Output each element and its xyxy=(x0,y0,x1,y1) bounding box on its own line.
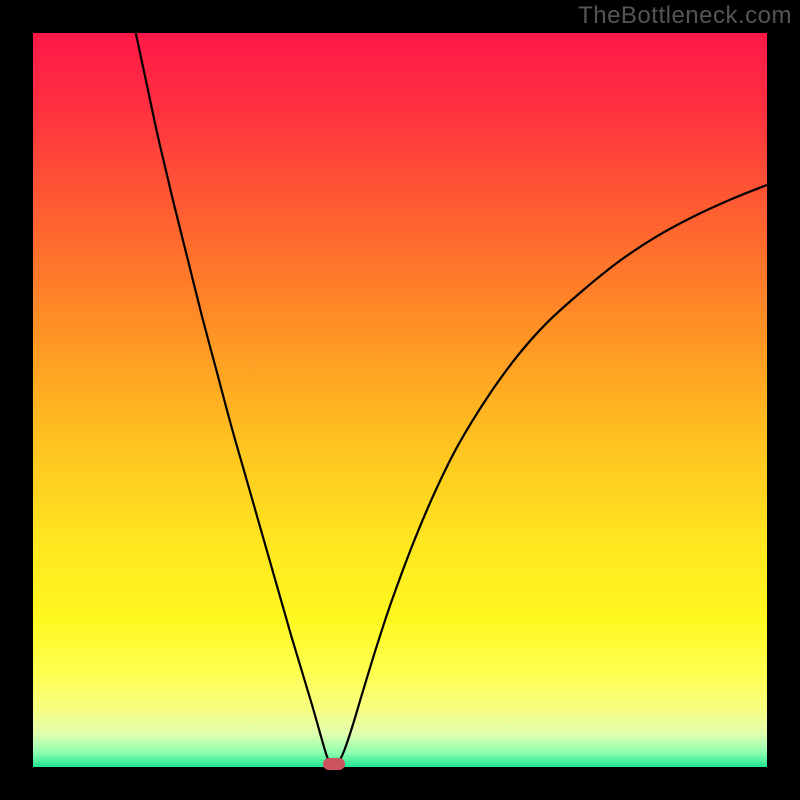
optimum-marker xyxy=(323,758,345,770)
plot-area xyxy=(33,33,767,767)
chart-frame: TheBottleneck.com xyxy=(0,0,800,800)
bottleneck-curve xyxy=(33,33,767,767)
curve-left-branch xyxy=(136,33,332,766)
curve-right-branch xyxy=(336,185,767,766)
watermark-text: TheBottleneck.com xyxy=(578,2,792,30)
